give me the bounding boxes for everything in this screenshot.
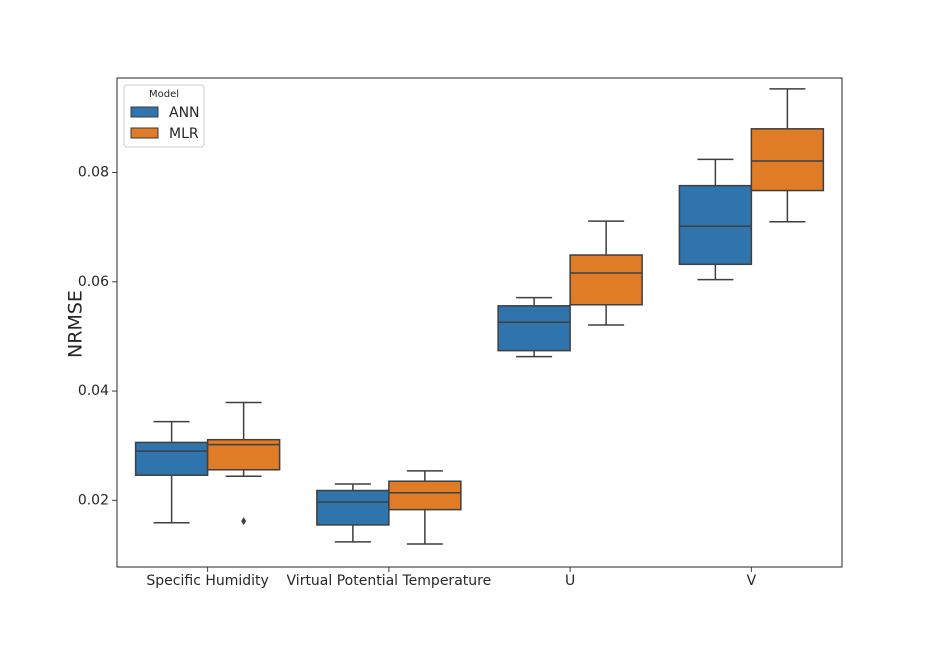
x-tick-label: V <box>747 573 757 589</box>
legend-swatch-ann <box>130 106 159 118</box>
y-tick-label: 0.06 <box>78 274 109 290</box>
y-axis-label: NRMSE <box>65 290 87 358</box>
legend-swatch-mlr <box>130 127 159 139</box>
box-mlr <box>750 128 825 192</box>
y-tick-label: 0.08 <box>78 165 109 181</box>
x-tick-label: Virtual Potential Temperature <box>287 573 492 589</box>
box-mlr <box>569 254 643 306</box>
x-tick-label: Specific Humidity <box>146 573 268 589</box>
legend-label-mlr: MLR <box>169 126 199 142</box>
legend-label-ann: ANN <box>169 105 200 121</box>
box-ann <box>134 441 209 476</box>
box-mlr <box>388 480 462 511</box>
y-tick-label: 0.04 <box>78 383 109 399</box>
box-ann <box>497 305 571 352</box>
plot-area: 0.02 0.04 0.06 0.08 Specific Humidity Virtual… <box>78 77 843 589</box>
legend-title: Model <box>149 89 179 100</box>
x-tick-label: U <box>565 573 575 589</box>
legend: Model ANN MLR <box>123 84 205 148</box>
y-tick-label: 0.02 <box>78 492 109 508</box>
box-ann <box>678 184 753 266</box>
box-ann <box>316 489 390 526</box>
outlier-point-mlr <box>241 517 247 526</box>
axes-frame <box>116 77 843 568</box>
